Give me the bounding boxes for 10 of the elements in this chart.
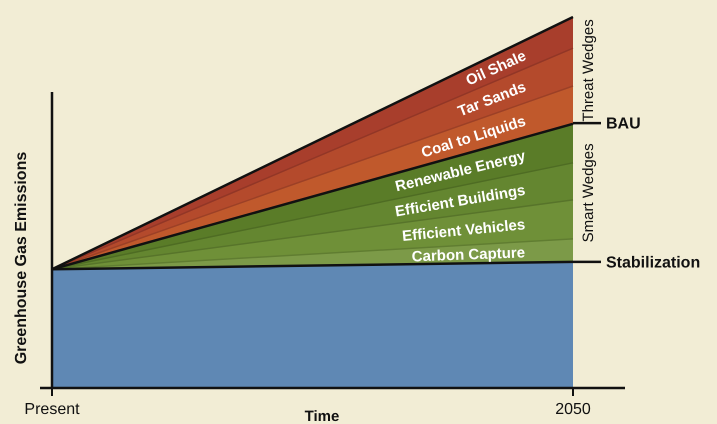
x-tick-label: 2050 bbox=[555, 401, 591, 418]
annotation: BAU bbox=[606, 116, 641, 133]
annotation: Smart Wedges bbox=[580, 143, 597, 242]
x-axis-title: Time bbox=[304, 408, 340, 424]
series-label: Efficient Vehicles bbox=[401, 216, 526, 245]
annotation: Threat Wedges bbox=[580, 19, 597, 122]
series-label: Carbon Capture bbox=[411, 244, 526, 266]
x-tick-label: Present bbox=[24, 401, 80, 418]
annotation: Stabilization bbox=[606, 254, 700, 272]
y-axis-title: Greenhouse Gas Emissions bbox=[13, 152, 30, 364]
